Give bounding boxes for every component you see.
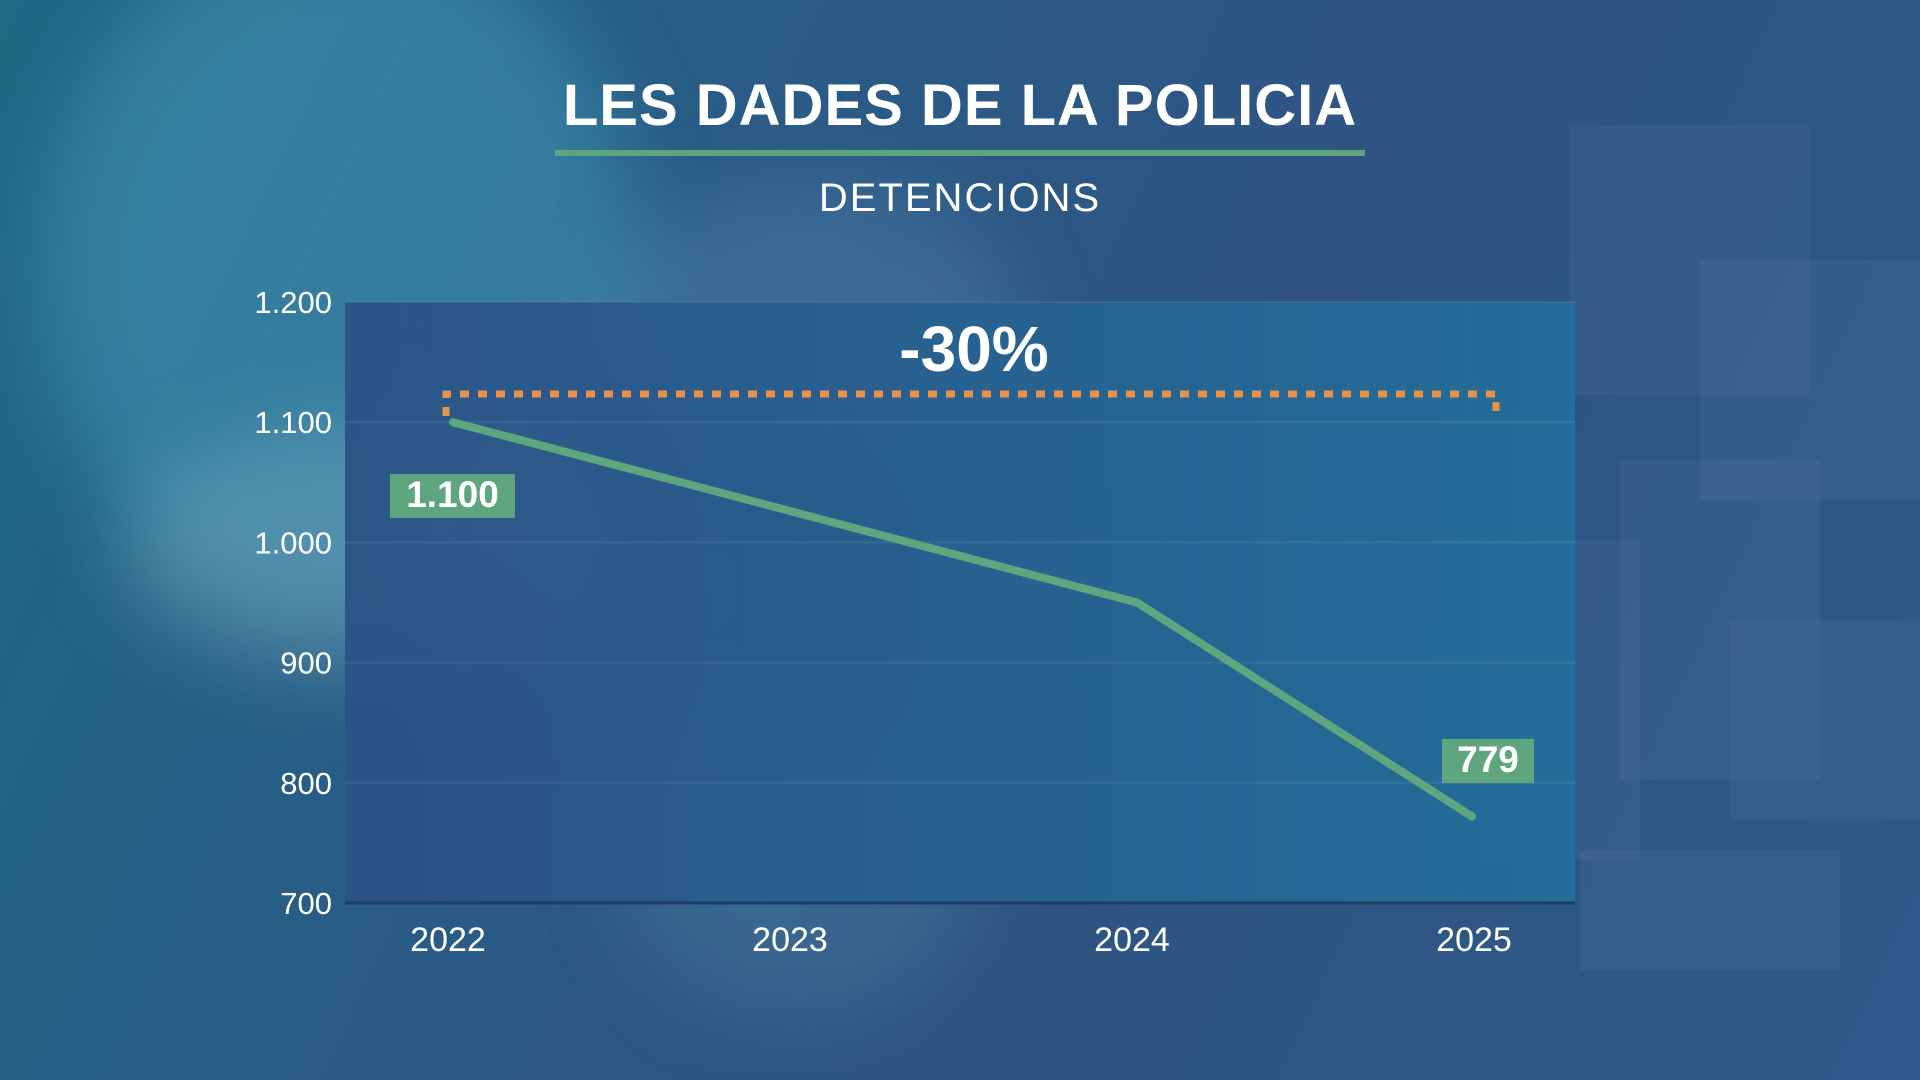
x-tick-label: 2025: [1436, 921, 1512, 959]
page-subtitle: DETENCIONS: [818, 176, 1102, 220]
title-underline: [555, 150, 1365, 156]
x-tick-label: 2024: [1094, 921, 1170, 959]
x-tick-label: 2023: [752, 921, 828, 959]
x-tick-label: 2022: [410, 921, 486, 959]
data-point: [1133, 598, 1141, 607]
series-line: [449, 418, 1476, 821]
data-label: 1.100: [390, 474, 515, 518]
data-label-text: 1.100: [406, 474, 499, 515]
data-label-text: 779: [1457, 739, 1519, 780]
page-title: LES DADES DE LA POLICIA: [562, 73, 1358, 138]
data-label: 779: [1442, 739, 1534, 783]
data-point: [791, 508, 799, 517]
y-tick-label: 800: [280, 766, 332, 801]
plot-area: [345, 302, 1575, 903]
y-tick-label: 1.100: [254, 405, 332, 440]
y-tick-label: 1.000: [254, 525, 332, 560]
change-bracket: [442, 390, 1500, 416]
y-tick-label: 1.200: [254, 285, 332, 320]
y-tick-label: 900: [280, 646, 332, 681]
change-annotation: -30%: [899, 313, 1048, 385]
data-label-box: [390, 474, 515, 518]
data-point: [1468, 812, 1476, 821]
data-label-box: [1442, 739, 1534, 783]
y-tick-label: 700: [280, 886, 332, 921]
data-point: [449, 418, 457, 427]
